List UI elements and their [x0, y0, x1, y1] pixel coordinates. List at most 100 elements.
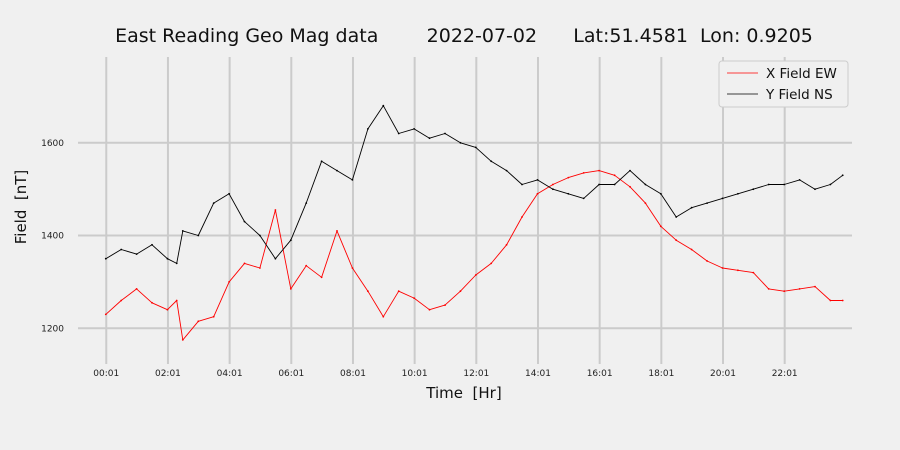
data-point [659, 225, 662, 228]
data-point [382, 315, 385, 318]
data-point [721, 197, 724, 200]
series-layer [104, 104, 844, 341]
grid [78, 57, 852, 364]
x-tick-label: 06:01 [278, 369, 304, 379]
data-point [552, 183, 554, 186]
data-point [706, 260, 708, 262]
x-tick-label: 04:01 [217, 369, 243, 379]
data-point [428, 137, 431, 140]
data-point [814, 188, 816, 191]
data-point [474, 146, 477, 149]
data-point [598, 183, 600, 186]
data-point [444, 132, 446, 135]
y-tick-label: 1200 [41, 324, 64, 334]
y-axis-ticks: 1200 1400 1600 [41, 139, 64, 334]
data-point [367, 127, 369, 130]
data-point [752, 271, 755, 274]
data-point [212, 315, 215, 318]
data-point [459, 290, 462, 293]
data-point [737, 192, 739, 195]
x-tick-label: 08:01 [340, 369, 366, 379]
data-point [151, 301, 153, 304]
data-point [829, 183, 832, 186]
chart-title: East Reading Geo Mag data 2022-07-02 Lat… [115, 25, 813, 47]
x-tick-label: 10:01 [402, 369, 428, 379]
data-point [289, 288, 292, 290]
data-point [351, 267, 354, 269]
data-point [428, 308, 431, 311]
data-point [629, 169, 631, 172]
data-point [305, 264, 308, 267]
data-point [228, 192, 231, 195]
data-point [104, 257, 107, 260]
data-point [536, 179, 539, 181]
x-tick-label: 02:01 [155, 369, 181, 379]
legend-label-x-field: X Field EW [766, 66, 837, 82]
data-point [490, 160, 493, 163]
data-point [104, 313, 107, 316]
data-point [737, 269, 739, 272]
data-point [397, 132, 400, 135]
x-tick-label: 16:01 [587, 369, 613, 379]
data-point [181, 339, 184, 341]
x-axis-label: Time [Hr] [425, 384, 501, 402]
data-point [582, 197, 585, 200]
data-point [459, 141, 462, 144]
x-tick-label: 18:01 [648, 369, 674, 379]
data-point [567, 176, 570, 179]
data-point [783, 290, 786, 293]
data-point [767, 288, 770, 290]
data-point [289, 239, 292, 242]
data-point [320, 276, 323, 279]
data-point [336, 230, 338, 232]
data-point [505, 243, 508, 246]
data-point [675, 216, 678, 218]
data-point [521, 216, 523, 218]
data-point [444, 304, 446, 306]
data-point [228, 281, 231, 283]
y-axis-label: Field [nT] [12, 170, 30, 245]
data-point [212, 202, 215, 205]
data-point [274, 257, 277, 260]
data-point [582, 172, 585, 174]
series-line [105, 105, 843, 264]
data-point [783, 183, 786, 186]
data-point [413, 297, 415, 299]
data-point [521, 183, 523, 186]
data-point [798, 179, 801, 181]
y-tick-label: 1400 [41, 232, 64, 242]
data-point [567, 192, 570, 195]
x-axis-ticks: 00:01 02:01 04:01 06:01 08:01 10:01 12:01 14:01… [93, 369, 797, 379]
x-tick-label: 00:01 [93, 369, 119, 379]
data-point [120, 248, 123, 251]
data-point [413, 127, 415, 130]
data-point [151, 243, 153, 246]
data-point [798, 288, 801, 290]
data-point [259, 234, 261, 237]
x-tick-label: 20:01 [710, 369, 736, 379]
data-point [767, 183, 770, 186]
x-tick-label: 22:01 [772, 369, 798, 379]
data-point [351, 179, 354, 181]
series-x-field-ew [104, 169, 844, 341]
data-point [259, 267, 261, 269]
data-point [120, 299, 123, 302]
legend-label-y-field: Y Field NS [765, 87, 833, 103]
data-point [490, 262, 493, 265]
data-point [675, 239, 678, 242]
data-point [243, 220, 246, 223]
data-point [274, 209, 277, 211]
data-point [752, 188, 755, 191]
data-point [367, 290, 369, 293]
data-point [598, 169, 600, 172]
data-point [814, 285, 816, 288]
data-point [197, 234, 200, 237]
legend-box [718, 60, 849, 108]
data-point [175, 299, 178, 302]
data-point [613, 174, 616, 177]
data-point [197, 320, 200, 323]
data-point [552, 188, 554, 191]
data-point [505, 169, 508, 172]
data-point [382, 104, 385, 107]
